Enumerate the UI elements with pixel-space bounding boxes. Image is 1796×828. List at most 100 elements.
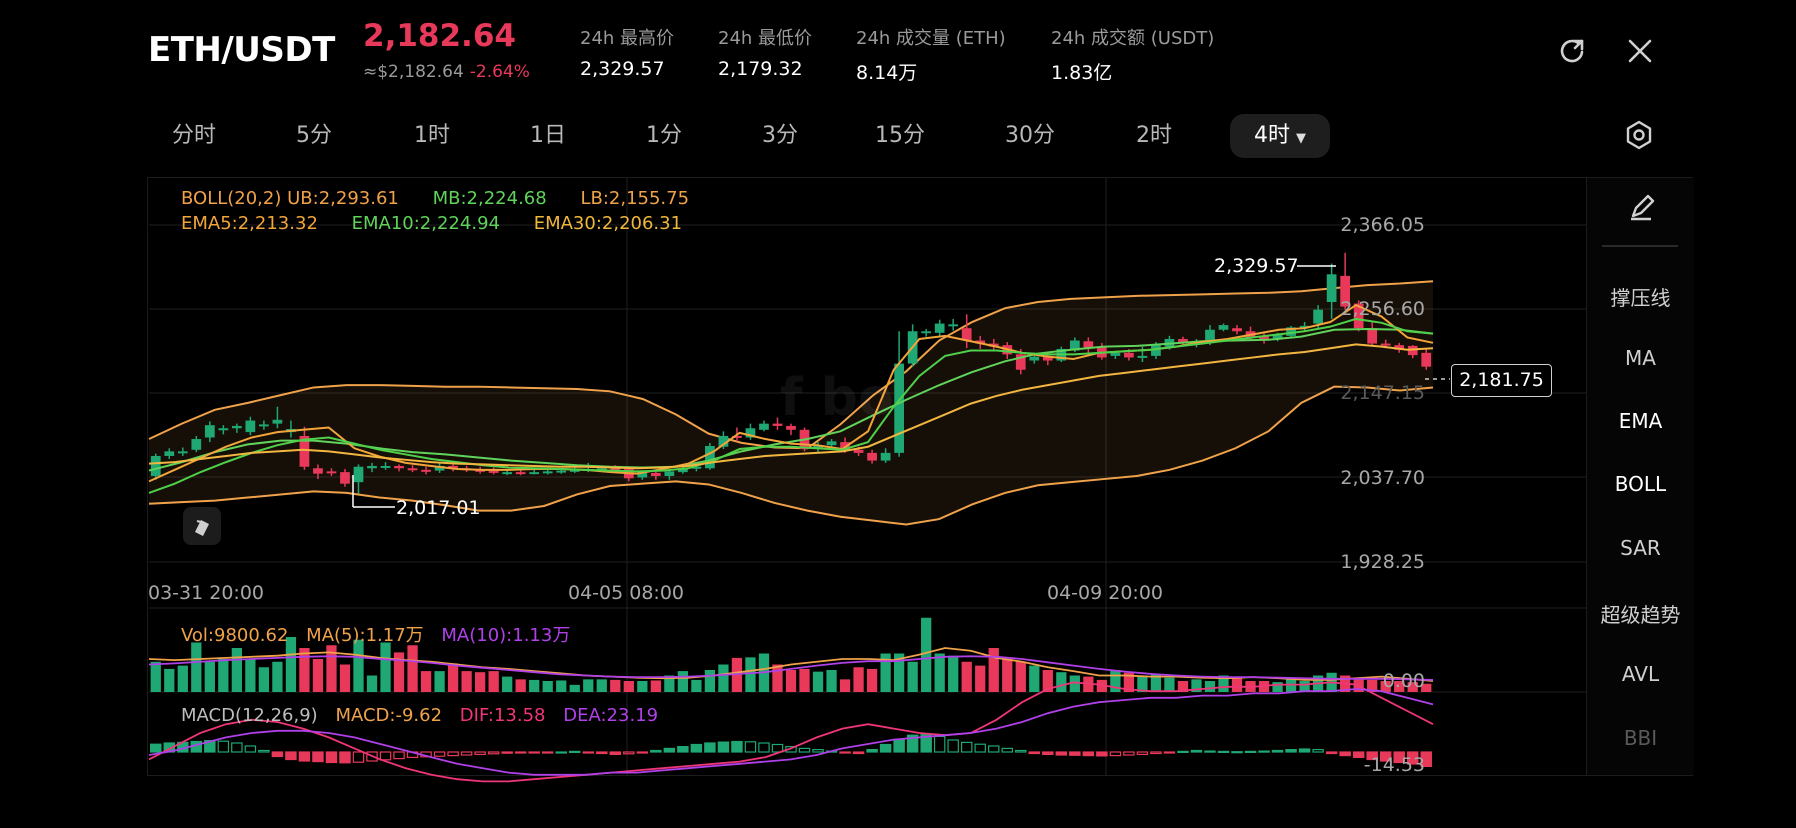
indicator-bbi[interactable]: BBI (1623, 726, 1658, 750)
indicator-ma[interactable]: MA (1625, 346, 1656, 370)
tab-5m[interactable]: 5分 (296, 123, 332, 148)
candle-body (475, 469, 486, 472)
tab-1m[interactable]: 1分 (646, 123, 682, 148)
candle-body (340, 472, 350, 484)
stat-24h-volume: 24h 成交量 (ETH) 8.14万 (856, 24, 1006, 85)
volume-bar (1394, 681, 1405, 692)
macd-bar (271, 751, 284, 758)
macd-bar (582, 751, 594, 754)
macd-bar (798, 747, 811, 753)
indicator-supertrend[interactable]: 超级趋势 (1600, 603, 1681, 627)
ema30-line (148, 343, 1434, 470)
volume-ma5-line (148, 647, 1434, 682)
close-button[interactable] (1622, 33, 1658, 69)
y-label: 2,037.70 (1340, 467, 1425, 489)
macd-bar (366, 751, 378, 762)
candle-body (1029, 356, 1040, 361)
volume-bar (934, 653, 945, 692)
tab-3m[interactable]: 3分 (762, 123, 798, 148)
tab-1d[interactable]: 1日 (530, 123, 566, 148)
candle-body (299, 435, 310, 467)
tab-15m[interactable]: 15分 (875, 123, 925, 148)
volume-bar (1204, 681, 1216, 692)
volume-bar (204, 661, 215, 692)
tab-4h[interactable]: 4时 ▼ (1230, 114, 1330, 158)
candle-body (921, 331, 932, 334)
tab-2h[interactable]: 2时 (1136, 123, 1172, 148)
macd-bar (460, 751, 473, 756)
volume-bar (1056, 672, 1067, 692)
last-price: 2,182.64 (363, 18, 516, 54)
macd-bar (258, 749, 270, 753)
candle-body (272, 419, 283, 424)
volume-bar (677, 671, 689, 692)
volume-bar (893, 653, 905, 692)
candle-body (1286, 327, 1296, 336)
volume-bar (718, 664, 729, 692)
macd-bar (974, 743, 986, 753)
boll-legend: BOLL(20,2) UB:2,293.61 MB:2,224.68 LB:2,… (181, 188, 689, 209)
indicator-boll[interactable]: BOLL (1614, 472, 1667, 496)
candle-body (1083, 341, 1094, 349)
candle-body (529, 472, 540, 475)
chevron-down-icon: ▼ (1296, 131, 1306, 146)
candle-body (502, 472, 513, 475)
stat-value: 2,179.32 (718, 58, 803, 80)
candle-body (569, 469, 580, 472)
macd-bar (541, 751, 554, 754)
candle-body (204, 425, 215, 438)
tab-1h[interactable]: 1时 (414, 123, 450, 148)
volume-bar (637, 681, 648, 692)
volume-bar (191, 642, 202, 692)
volume-bar (907, 661, 918, 692)
refresh-button[interactable] (1555, 33, 1591, 69)
volume-bar (839, 679, 851, 692)
volume-bar (812, 671, 824, 692)
low-annotation: 2,017.01 (396, 497, 481, 519)
macd-bar (623, 751, 635, 755)
macd-bar (1123, 751, 1135, 756)
volume-bar (475, 672, 486, 692)
candle-body (880, 452, 891, 461)
stat-24h-low: 24h 最低价 2,179.32 (718, 24, 812, 80)
candle-body (556, 470, 567, 473)
indicator-ema[interactable]: EMA (1618, 409, 1663, 433)
indicator-support-resistance[interactable]: 撑压线 (1610, 286, 1671, 310)
ema5-value: EMA5:2,213.32 (181, 213, 318, 234)
volume-bar (596, 679, 607, 692)
indicator-sidebar: 撑压线 MA EMA BOLL SAR 超级趋势 AVL BBI (1586, 178, 1694, 775)
tab-30m[interactable]: 30分 (1005, 123, 1055, 148)
boll-label: BOLL(20,2) (181, 188, 282, 209)
volume-bar (1164, 677, 1175, 692)
macd-bar (1190, 749, 1203, 753)
volume-bar (1150, 674, 1162, 692)
macd-bar (609, 751, 622, 755)
candle-body (1232, 328, 1242, 332)
candle-body (177, 451, 188, 454)
volume-y-label: 0.00 (1382, 670, 1425, 692)
macd-bar (312, 751, 324, 763)
current-price-tag[interactable]: 2,181.75 (1451, 364, 1552, 397)
macd-bar (1069, 751, 1081, 756)
chart-settings-button[interactable] (1621, 117, 1657, 153)
candle-body (542, 471, 553, 474)
volume-bar (975, 665, 986, 692)
volume-bar (177, 665, 188, 692)
volume-bar (988, 648, 999, 692)
watermark-logo: f bo (780, 368, 894, 428)
volume-bar (258, 667, 270, 692)
macd-bar (933, 735, 946, 753)
draw-button[interactable] (1587, 192, 1694, 231)
volume-bar (299, 648, 310, 692)
indicator-avl[interactable]: AVL (1621, 662, 1660, 686)
volume-bar (650, 680, 661, 692)
candle-body (678, 468, 688, 473)
indicator-sar[interactable]: SAR (1620, 536, 1661, 560)
volume-bar (853, 667, 864, 692)
tab-fenshi[interactable]: 分时 (171, 123, 216, 148)
refresh-icon (1560, 39, 1584, 63)
macd-bar (1352, 751, 1365, 759)
x-label: 04-09 20:00 (1047, 582, 1164, 604)
candle-body (421, 469, 431, 472)
